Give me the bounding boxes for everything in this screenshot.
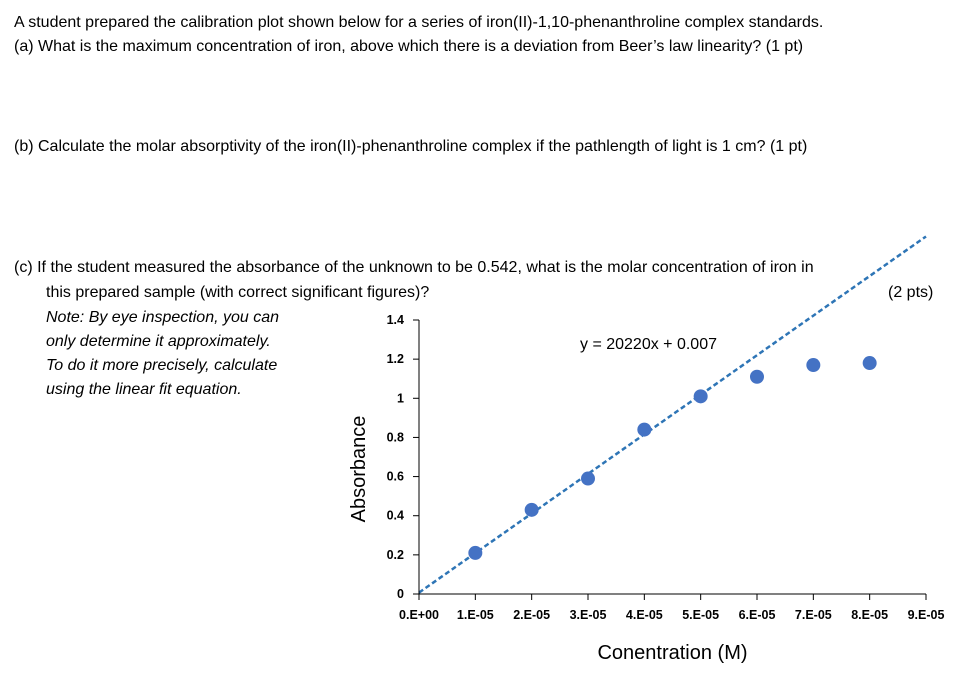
x-tick-label: 9.E-05 bbox=[908, 608, 945, 622]
question-c-points: (2 pts) bbox=[888, 284, 934, 301]
data-point bbox=[581, 471, 595, 486]
question-c-line2: this prepared sample (with correct signi… bbox=[46, 284, 430, 301]
note-line-4: using the linear fit equation. bbox=[46, 381, 242, 398]
question-intro: A student prepared the calibration plot … bbox=[14, 14, 824, 31]
x-tick-label: 7.E-05 bbox=[795, 608, 832, 622]
y-tick-label: 1.4 bbox=[387, 313, 404, 327]
question-b: (b) Calculate the molar absorptivity of … bbox=[14, 138, 808, 155]
x-axis-title: Conentration (M) bbox=[597, 642, 747, 664]
x-tick-label: 0.E+00 bbox=[399, 608, 439, 622]
data-point bbox=[750, 369, 764, 384]
trendline-equation: y = 20220x + 0.007 bbox=[580, 336, 717, 353]
data-point bbox=[693, 389, 708, 404]
y-tick-label: 0.2 bbox=[387, 548, 404, 562]
linear-trendline bbox=[418, 235, 927, 594]
question-c-line1: (c) If the student measured the absorban… bbox=[14, 259, 814, 276]
y-tick-label: 1 bbox=[397, 391, 404, 405]
y-tick-label: 0.6 bbox=[387, 470, 404, 484]
note-line-2: only determine it approximately. bbox=[46, 333, 271, 350]
data-point bbox=[637, 422, 652, 437]
y-tick-label: 1.2 bbox=[387, 352, 404, 366]
data-point bbox=[806, 358, 821, 373]
note-block: Note: By eye inspection, you can only de… bbox=[46, 306, 279, 402]
x-tick-label: 1.E-05 bbox=[457, 608, 494, 622]
data-points bbox=[468, 356, 877, 560]
x-tick-label: 3.E-05 bbox=[570, 608, 607, 622]
x-tick-label: 5.E-05 bbox=[682, 608, 719, 622]
x-tick-label: 8.E-05 bbox=[851, 608, 888, 622]
x-tick-label: 6.E-05 bbox=[739, 608, 776, 622]
data-point bbox=[862, 356, 877, 371]
y-axis-title: Absorbance bbox=[348, 416, 370, 523]
x-tick-label: 4.E-05 bbox=[626, 608, 663, 622]
x-tick-label: 2.E-05 bbox=[513, 608, 550, 622]
data-point bbox=[524, 502, 539, 517]
y-tick-label: 0 bbox=[397, 587, 404, 601]
y-tick-label: 0.4 bbox=[387, 509, 404, 523]
axes: 0 0.2 0.4 0.6 0.8 1 1.2 1.4 0.E+00 1.E-05 2.E-05 3.… bbox=[387, 313, 945, 622]
note-line-3: To do it more precisely, calculate bbox=[46, 357, 278, 374]
note-line-1: Note: By eye inspection, you can bbox=[46, 309, 280, 326]
question-a: (a) What is the maximum concentration of… bbox=[14, 38, 804, 55]
y-tick-label: 0.8 bbox=[387, 430, 404, 444]
data-point bbox=[468, 545, 483, 560]
trendline-layer bbox=[418, 235, 927, 594]
